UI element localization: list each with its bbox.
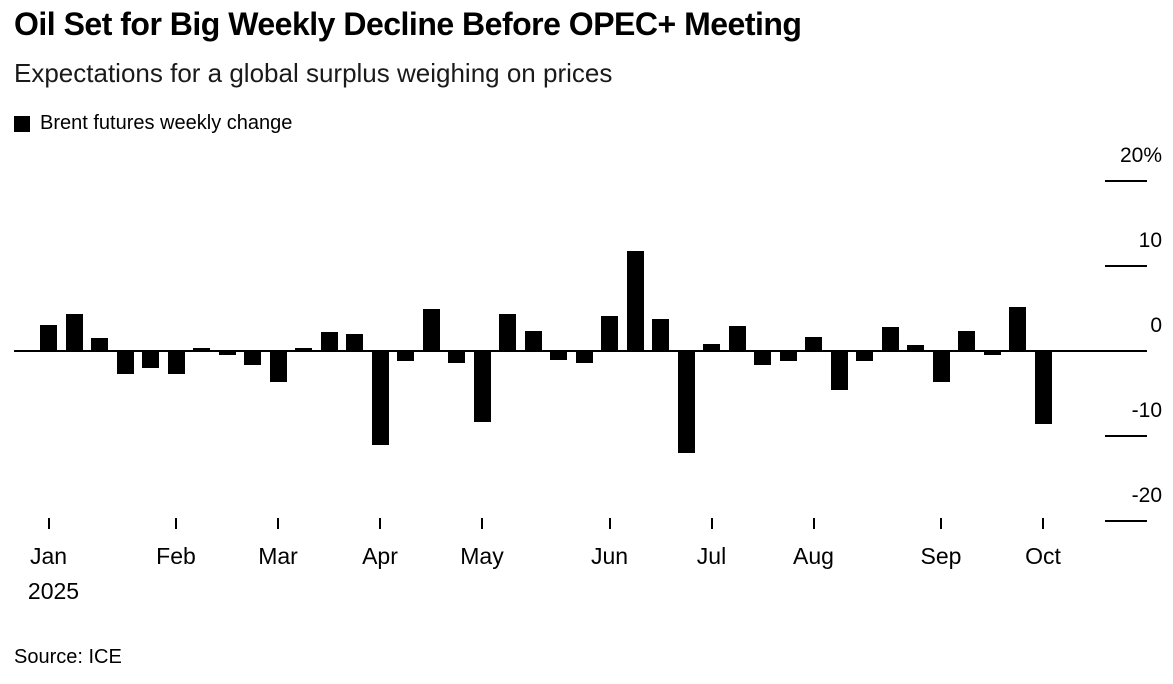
bar-week-12 [320, 332, 338, 351]
x-tick-label-mar: Mar [258, 543, 298, 569]
zero-axis-line [14, 350, 1147, 352]
bar-week-6 [167, 351, 185, 374]
x-tick-dash [175, 518, 177, 529]
x-tick-dash [481, 518, 483, 529]
bar-week-34 [881, 327, 899, 351]
y-tick-label: -20 [1131, 484, 1162, 507]
x-tick-dash [379, 518, 381, 529]
bar-week-22 [575, 351, 593, 363]
bar-week-39 [1009, 306, 1026, 351]
bar-week-36 [932, 351, 950, 383]
y-tick-label: 0 [1150, 314, 1162, 337]
bar-week-15 [397, 351, 414, 362]
x-tick-dash [47, 518, 50, 529]
bar-week-32 [830, 351, 848, 391]
y-tick-dash [1105, 265, 1147, 267]
bar-week-5 [142, 351, 159, 368]
bar-week-7 [193, 348, 210, 351]
bar-week-8 [218, 351, 236, 356]
x-tick-dash [1042, 518, 1044, 529]
y-tick-dash [1105, 520, 1147, 522]
bar-week-11 [295, 347, 312, 351]
bar-week-9 [244, 351, 261, 365]
bar-week-19 [499, 313, 516, 351]
bar-week-1 [40, 324, 57, 351]
bar-week-10 [269, 351, 287, 383]
bar-week-18 [473, 351, 491, 422]
bar-week-40 [1034, 351, 1052, 425]
x-axis-year-label: 2025 [27, 578, 80, 604]
x-tick-label-jul: Jul [696, 543, 727, 569]
bar-week-33 [856, 351, 873, 362]
bar-week-23 [601, 316, 618, 351]
bar-week-20 [524, 331, 542, 351]
bar-week-26 [677, 351, 695, 453]
bar-week-30 [779, 351, 797, 362]
bar-week-28 [728, 326, 746, 351]
bar-week-25 [652, 318, 669, 351]
bar-week-16 [422, 308, 440, 351]
x-tick-label-aug: Aug [793, 543, 834, 569]
x-tick-dash [277, 518, 279, 529]
x-tick-dash [812, 518, 815, 529]
bar-week-37 [958, 330, 975, 351]
bar-week-35 [907, 345, 924, 351]
x-tick-label-feb: Feb [156, 543, 196, 569]
x-tick-label-apr: Apr [362, 543, 398, 569]
bar-week-27 [703, 344, 720, 351]
legend-swatch-icon [14, 115, 30, 132]
bar-week-2 [65, 313, 83, 351]
chart-title: Oil Set for Big Weekly Decline Before OP… [14, 6, 802, 42]
y-tick-label: -10 [1131, 399, 1162, 422]
bar-week-38 [983, 351, 1001, 356]
legend-label: Brent futures weekly change [40, 112, 293, 134]
x-tick-label-jan: Jan [29, 543, 68, 569]
y-tick-dash [1105, 435, 1147, 437]
bar-week-17 [448, 351, 465, 363]
y-tick-label: 10 [1138, 229, 1162, 252]
x-tick-label-oct: Oct [1025, 543, 1061, 569]
chart-subtitle: Expectations for a global surplus weighi… [14, 58, 613, 88]
bar-week-24 [626, 250, 644, 351]
bar-week-14 [371, 351, 389, 445]
x-tick-dash [608, 518, 611, 529]
y-tick-label: 20% [1119, 144, 1162, 167]
x-tick-dash [710, 518, 713, 529]
bar-week-29 [754, 351, 771, 365]
bar-week-3 [91, 338, 108, 351]
x-tick-dash [940, 518, 942, 529]
bar-week-13 [346, 334, 363, 351]
y-tick-dash [1105, 180, 1147, 182]
bar-week-21 [550, 351, 567, 360]
bar-week-31 [805, 336, 822, 351]
x-tick-label-sep: Sep [920, 543, 962, 569]
x-tick-label-may: May [460, 543, 504, 569]
source-note: Source: ICE [14, 646, 122, 668]
bar-week-4 [116, 351, 134, 374]
legend: Brent futures weekly change [14, 112, 292, 135]
x-tick-label-jun: Jun [590, 543, 629, 569]
